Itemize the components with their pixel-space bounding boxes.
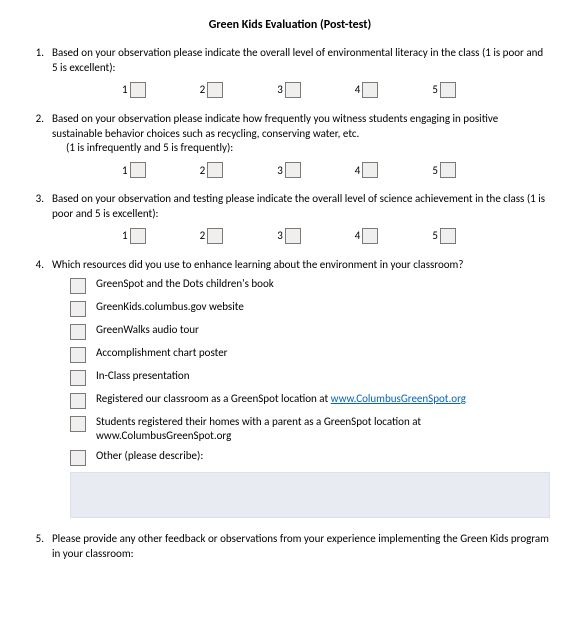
q2-rating-4: 4 [355, 162, 381, 178]
q2-rating-5: 5 [432, 162, 458, 178]
checkbox[interactable] [362, 228, 378, 244]
checkbox[interactable] [130, 228, 146, 244]
q4-text: Which resources did you use to enhance l… [52, 258, 550, 273]
checkbox[interactable] [362, 162, 378, 178]
checkbox[interactable] [70, 278, 86, 294]
checkbox[interactable] [70, 393, 86, 409]
resource-8: Other (please describe): [70, 449, 550, 466]
q3-ratings: 1 2 3 4 5 [30, 228, 550, 244]
rating-label: 3 [277, 83, 283, 96]
rating-label: 1 [122, 164, 128, 177]
q2-ratings: 1 2 3 4 5 [30, 162, 550, 178]
rating-label: 2 [200, 83, 206, 96]
q3-rating-2: 2 [200, 228, 226, 244]
rating-label: 5 [432, 164, 438, 177]
resource-label: In-Class presentation [96, 369, 190, 383]
checkbox[interactable] [70, 324, 86, 340]
checkbox[interactable] [440, 228, 456, 244]
q3-rating-4: 4 [355, 228, 381, 244]
rating-label: 1 [122, 229, 128, 242]
resource-label: Accomplishment chart poster [96, 346, 228, 360]
resource-label: GreenSpot and the Dots children's book [96, 277, 274, 291]
q2-text: Based on your observation please indicat… [52, 112, 550, 157]
greenspot-link[interactable]: www.ColumbusGreenSpot.org [331, 392, 466, 405]
question-3: 3. Based on your observation and testing… [30, 192, 550, 222]
checkbox[interactable] [130, 82, 146, 98]
q1-number: 1. [30, 46, 52, 76]
resource-label: Other (please describe): [96, 449, 203, 463]
page: Green Kids Evaluation (Post-test) 1. Bas… [0, 0, 580, 562]
resource-7: Students registered their homes with a p… [70, 415, 550, 444]
q1-rating-4: 4 [355, 82, 381, 98]
question-5: 5. Please provide any other feedback or … [30, 532, 550, 562]
question-2: 2. Based on your observation please indi… [30, 112, 550, 157]
rating-label: 5 [432, 83, 438, 96]
resource-3: GreenWalks audio tour [70, 323, 550, 340]
q2-rating-2: 2 [200, 162, 226, 178]
q4-resources: GreenSpot and the Dots children's book G… [30, 277, 550, 467]
q5-number: 5. [30, 532, 52, 562]
q2-number: 2. [30, 112, 52, 157]
checkbox[interactable] [70, 450, 86, 466]
q1-ratings: 1 2 3 4 5 [30, 82, 550, 98]
checkbox[interactable] [130, 162, 146, 178]
checkbox[interactable] [70, 370, 86, 386]
q3-rating-1: 1 [122, 228, 148, 244]
rating-label: 4 [355, 229, 361, 242]
q1-text: Based on your observation please indicat… [52, 46, 550, 76]
q3-text: Based on your observation and testing pl… [52, 192, 550, 222]
checkbox[interactable] [70, 416, 86, 432]
resource-6-pretext: Registered our classroom as a GreenSpot … [96, 392, 331, 405]
checkbox[interactable] [285, 162, 301, 178]
q1-rating-1: 1 [122, 82, 148, 98]
resource-label: GreenKids.columbus.gov website [96, 300, 244, 314]
resource-2: GreenKids.columbus.gov website [70, 300, 550, 317]
rating-label: 2 [200, 164, 206, 177]
q2-line1: Based on your observation please indicat… [52, 112, 498, 140]
resource-1: GreenSpot and the Dots children's book [70, 277, 550, 294]
rating-label: 1 [122, 83, 128, 96]
rating-label: 5 [432, 229, 438, 242]
checkbox[interactable] [285, 228, 301, 244]
checkbox[interactable] [207, 82, 223, 98]
q3-rating-3: 3 [277, 228, 303, 244]
q4-number: 4. [30, 258, 52, 273]
rating-label: 4 [355, 83, 361, 96]
checkbox[interactable] [440, 162, 456, 178]
q1-rating-5: 5 [432, 82, 458, 98]
resource-label: Registered our classroom as a GreenSpot … [96, 392, 466, 406]
rating-label: 4 [355, 164, 361, 177]
rating-label: 2 [200, 229, 206, 242]
resource-5: In-Class presentation [70, 369, 550, 386]
checkbox[interactable] [362, 82, 378, 98]
rating-label: 3 [277, 164, 283, 177]
resource-4: Accomplishment chart poster [70, 346, 550, 363]
q3-rating-5: 5 [432, 228, 458, 244]
q2-rating-3: 3 [277, 162, 303, 178]
checkbox[interactable] [285, 82, 301, 98]
checkbox[interactable] [440, 82, 456, 98]
resource-label: Students registered their homes with a p… [96, 415, 550, 444]
question-1: 1. Based on your observation please indi… [30, 46, 550, 76]
resource-6: Registered our classroom as a GreenSpot … [70, 392, 550, 409]
q5-text: Please provide any other feedback or obs… [52, 532, 550, 562]
page-title: Green Kids Evaluation (Post-test) [30, 18, 550, 32]
q1-rating-3: 3 [277, 82, 303, 98]
question-4: 4. Which resources did you use to enhanc… [30, 258, 550, 273]
rating-label: 3 [277, 229, 283, 242]
q3-number: 3. [30, 192, 52, 222]
checkbox[interactable] [207, 228, 223, 244]
checkbox[interactable] [70, 301, 86, 317]
q1-rating-2: 2 [200, 82, 226, 98]
q2-line2: (1 is infrequently and 5 is frequently): [52, 141, 550, 156]
checkbox[interactable] [207, 162, 223, 178]
resource-label: GreenWalks audio tour [96, 323, 199, 337]
checkbox[interactable] [70, 347, 86, 363]
q2-rating-1: 1 [122, 162, 148, 178]
other-describe-textarea[interactable] [70, 472, 550, 518]
